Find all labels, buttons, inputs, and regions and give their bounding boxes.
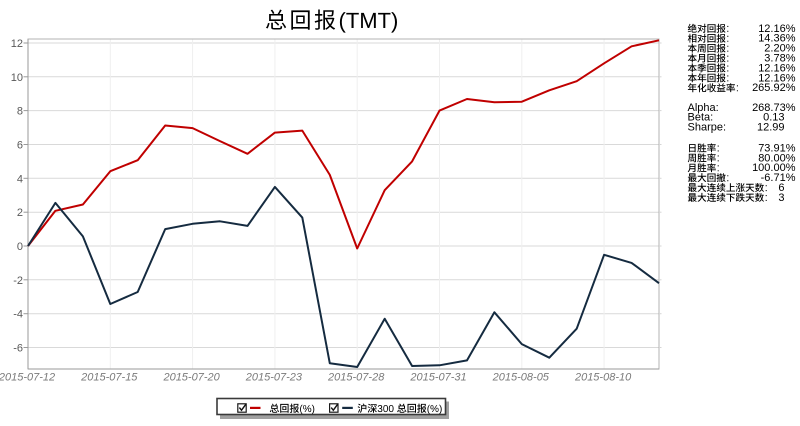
svg-text:-2: -2	[13, 275, 23, 287]
svg-text:6: 6	[778, 182, 784, 194]
svg-text:2015-07-23: 2015-07-23	[245, 372, 303, 384]
svg-text:2015-08-10: 2015-08-10	[574, 372, 632, 384]
svg-text:-4: -4	[13, 309, 23, 321]
svg-text:Beta:: Beta:	[688, 112, 714, 124]
svg-text:265.92%: 265.92%	[752, 82, 796, 94]
svg-text:100.00%: 100.00%	[752, 162, 796, 174]
svg-text:Alpha:: Alpha:	[688, 102, 719, 114]
svg-text:12.16%: 12.16%	[758, 72, 796, 84]
svg-text:14.36%: 14.36%	[758, 33, 796, 45]
svg-text:8: 8	[17, 106, 23, 118]
svg-text:12.99: 12.99	[757, 122, 785, 134]
svg-text:0: 0	[17, 241, 23, 253]
svg-text:12: 12	[11, 38, 23, 50]
svg-text:4: 4	[17, 173, 23, 185]
svg-text:73.91%: 73.91%	[758, 142, 796, 154]
svg-text:80.00%: 80.00%	[758, 152, 796, 164]
svg-text:3: 3	[778, 192, 784, 204]
svg-text:2015-07-12: 2015-07-12	[0, 372, 55, 384]
svg-text:6: 6	[17, 140, 23, 152]
svg-text:2015-08-05: 2015-08-05	[492, 372, 550, 384]
svg-text:12.16%: 12.16%	[758, 62, 796, 74]
svg-text:2015-07-20: 2015-07-20	[162, 372, 220, 384]
svg-text:3.78%: 3.78%	[764, 53, 795, 65]
svg-text:-6: -6	[13, 343, 23, 355]
svg-text:2015-07-15: 2015-07-15	[80, 372, 138, 384]
svg-text:2015-07-28: 2015-07-28	[327, 372, 385, 384]
svg-text:2.20%: 2.20%	[764, 43, 795, 55]
svg-text:268.73%: 268.73%	[752, 102, 796, 114]
svg-text:2: 2	[17, 207, 23, 219]
svg-text:-6.71%: -6.71%	[761, 172, 796, 184]
svg-text:0.13: 0.13	[763, 112, 784, 124]
svg-text:12.16%: 12.16%	[758, 23, 796, 35]
svg-text:10: 10	[11, 72, 23, 84]
svg-text:2015-07-31: 2015-07-31	[409, 372, 466, 384]
svg-text:Sharpe:: Sharpe:	[688, 122, 727, 134]
